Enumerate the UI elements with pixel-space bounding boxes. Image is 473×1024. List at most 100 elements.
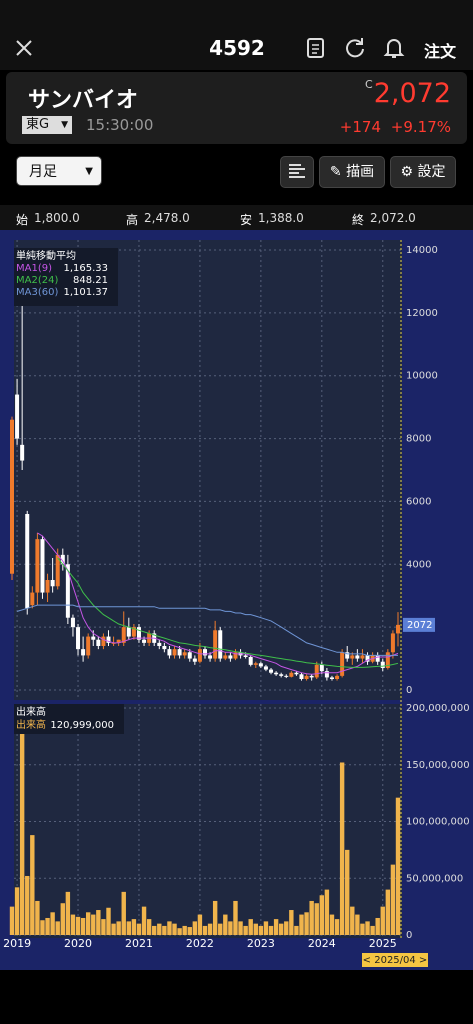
change: +174 <box>339 118 381 136</box>
draw-button[interactable]: ✎ 描画 <box>319 156 385 188</box>
candle-body <box>248 657 253 665</box>
candle-body <box>385 652 390 668</box>
candle-body <box>121 627 126 643</box>
candle-body <box>187 652 192 659</box>
candle-body <box>197 649 202 662</box>
draw-label: 描画 <box>346 164 375 180</box>
volume-bar <box>50 912 55 935</box>
volume-bar <box>197 914 203 935</box>
candle-body <box>131 627 136 637</box>
candle-body <box>142 639 147 643</box>
candle-body <box>172 649 177 656</box>
volume-bar <box>30 835 35 935</box>
volume-bar <box>370 925 375 935</box>
candle-body <box>314 664 319 678</box>
period: 月足 <box>29 164 57 180</box>
candle-body <box>365 655 370 662</box>
candle-body <box>213 630 218 659</box>
volume-bar <box>339 762 345 935</box>
candle-body <box>40 539 45 593</box>
candle-body <box>263 666 268 670</box>
candle-body <box>35 539 40 593</box>
x-tick-label: 2020 <box>64 937 92 950</box>
volume-bar <box>355 914 360 935</box>
candle-body <box>162 646 167 650</box>
ohlc-label: 終 <box>352 213 365 227</box>
news-icon[interactable] <box>305 37 327 59</box>
header-title: 4592 <box>209 36 265 60</box>
volume-bar <box>207 923 213 935</box>
order-button[interactable]: 注文 <box>424 42 457 61</box>
ohlc-row: 始 1,800.0 高 2,478.0 安 1,388.0 終 2,072.0 <box>0 205 473 230</box>
candle-body <box>10 419 14 574</box>
candle-body <box>91 636 96 640</box>
candle-body <box>182 652 187 656</box>
volume-bar <box>360 923 365 935</box>
chart: 02000400060008000100001200014000050,000,… <box>0 230 473 970</box>
quote-time: 15:30:00 <box>86 116 154 134</box>
volume-bar <box>278 923 284 935</box>
volume-bar <box>304 912 309 935</box>
settings-button[interactable]: ⚙ 設定 <box>390 156 456 188</box>
volume-bar <box>329 914 335 935</box>
candle-body <box>289 672 294 677</box>
volume-bar <box>218 923 223 935</box>
volume-bar <box>289 910 294 935</box>
legend-value: 848.21 <box>73 275 108 286</box>
y-tick-label: 0 <box>406 930 412 941</box>
candle-body <box>192 658 197 662</box>
close-button[interactable] <box>14 38 34 58</box>
candle-body <box>380 661 385 668</box>
candle-body <box>50 580 55 587</box>
cursor-tag <box>362 953 428 967</box>
candle-body <box>309 675 314 678</box>
volume-bar <box>106 907 111 935</box>
volume-bar <box>96 910 101 935</box>
volume-bar <box>40 920 45 935</box>
last-price-tag <box>403 617 435 632</box>
candle-body <box>335 675 340 679</box>
candle-body <box>96 639 101 646</box>
volume-bar <box>228 921 233 935</box>
volume-bar <box>334 919 340 935</box>
quote-panel: サンバイオ 東G ▼ 15:30:00 C 2,072 +174 +9.17% <box>6 72 467 144</box>
y-tick-label: 12000 <box>406 308 438 319</box>
candle-body <box>15 394 20 439</box>
dropdown-arrow: ▼ <box>61 120 68 130</box>
candle-body <box>177 649 182 656</box>
volume-bar <box>146 919 152 935</box>
x-tick-label: 2021 <box>125 937 153 950</box>
volume-bar <box>345 849 350 935</box>
volume-bar <box>248 919 253 935</box>
volume-bar <box>177 928 182 935</box>
candle-body <box>203 649 207 656</box>
candle-body <box>390 633 395 653</box>
candle-body <box>60 554 65 565</box>
candle-body <box>55 554 60 587</box>
volume-bar <box>157 923 162 935</box>
change-pct: +9.17% <box>390 118 451 136</box>
volume-bar <box>14 887 20 935</box>
alert-icon[interactable] <box>383 36 405 60</box>
period-select[interactable]: 月足 ▼ <box>16 156 102 186</box>
y-tick-label: 0 <box>406 685 412 696</box>
y-tick-label: 6000 <box>406 496 431 507</box>
candle-body <box>284 675 289 677</box>
ma-line <box>37 532 399 675</box>
candle-body <box>45 580 50 593</box>
y-tick-label: 10000 <box>406 371 438 382</box>
refresh-icon[interactable] <box>344 37 366 59</box>
candle-body <box>157 642 162 646</box>
cursor-label: < 2025/04 > <box>363 955 428 966</box>
volume-bar <box>60 903 65 935</box>
ohlc-label: 始 <box>16 213 29 227</box>
volume-bar <box>223 914 228 935</box>
ohlc-value: 2,478.0 <box>144 211 190 225</box>
volume-bar <box>258 925 264 935</box>
layout-button[interactable] <box>280 156 314 188</box>
candle-body <box>233 652 238 659</box>
candle-body <box>106 636 111 643</box>
volume-bar <box>243 925 248 935</box>
legend-value: 1,165.33 <box>63 263 108 274</box>
candle-body <box>116 639 121 643</box>
